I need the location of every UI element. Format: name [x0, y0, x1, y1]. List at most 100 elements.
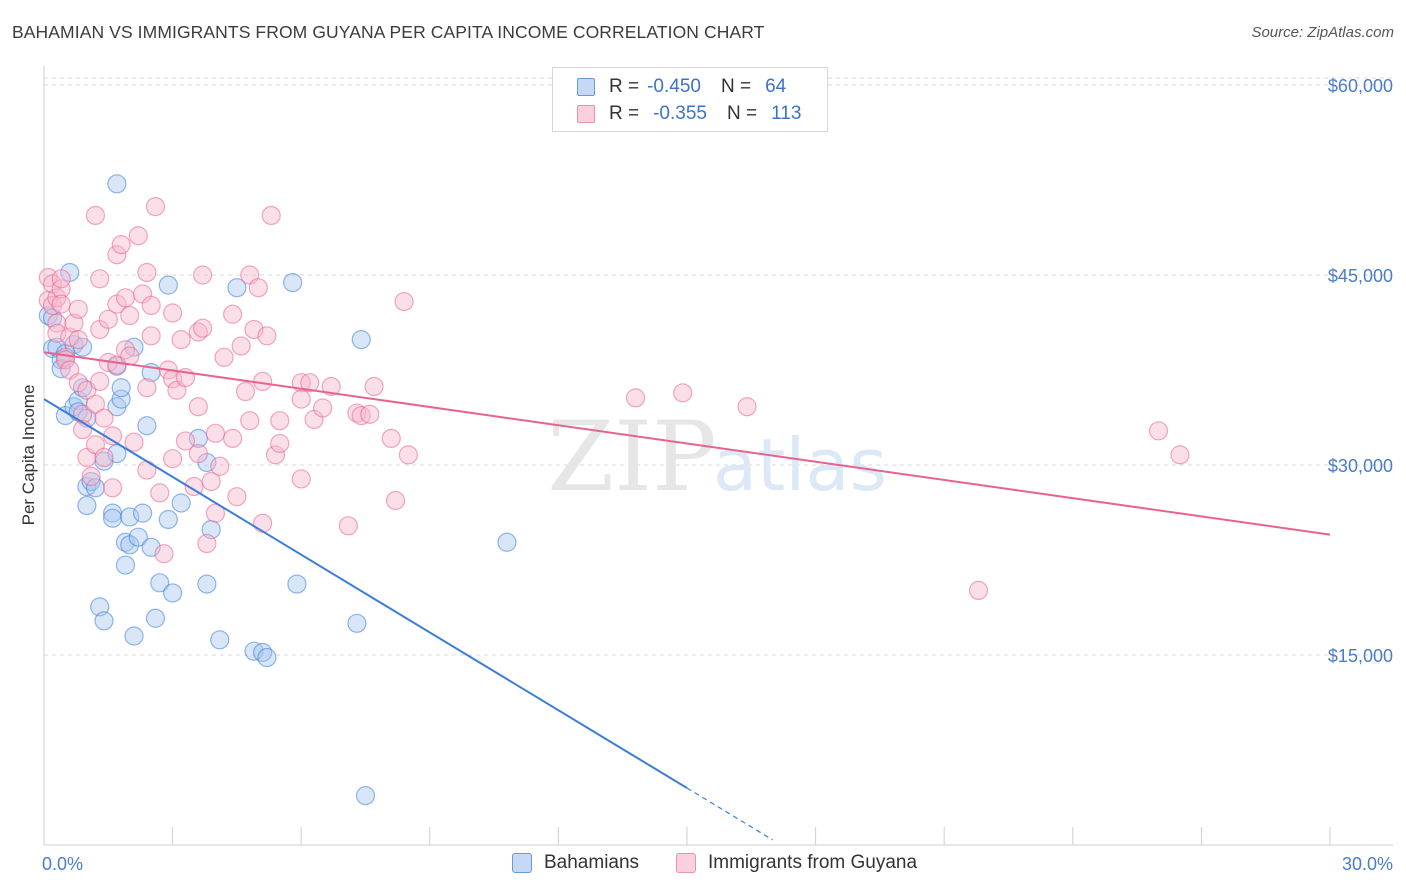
bahamians-point — [227, 278, 247, 298]
y-tick-label: $60,000 — [1328, 76, 1393, 96]
bahamians-point — [163, 583, 183, 603]
bahamians-point — [355, 785, 376, 806]
guyana-point — [253, 513, 273, 533]
legend-swatch-guyana — [676, 853, 696, 873]
guyana-point — [94, 408, 114, 428]
bahamians-point — [158, 275, 178, 295]
trend-lines — [43, 351, 1331, 841]
guyana-point — [385, 490, 406, 511]
guyana-point — [141, 326, 161, 346]
series-legend: Bahamians Immigrants from Guyana — [0, 852, 1406, 876]
legend-r-label: R = — [609, 103, 640, 124]
legend-n-value: 113 — [771, 103, 802, 124]
guyana-point — [68, 299, 88, 319]
guyana-point — [128, 226, 148, 246]
guyana-point — [338, 516, 358, 536]
guyana-point — [94, 447, 114, 467]
bahamians-point — [132, 503, 153, 523]
chart-title: BAHAMIAN VS IMMIGRANTS FROM GUYANA PER C… — [12, 22, 765, 42]
y-axis-label: Per Capita Income — [19, 385, 38, 526]
guyana-point — [270, 411, 290, 431]
axes — [43, 66, 1393, 846]
guyana-point — [248, 278, 268, 298]
y-tick-label: $15,000 — [1328, 646, 1393, 666]
source-credit: Source: ZipAtlas.com — [1251, 24, 1394, 41]
bahamians-point — [107, 174, 127, 194]
y-tick-labels: $15,000 $30,000 $45,000 $60,000 — [1328, 76, 1393, 666]
guyana-point — [270, 433, 290, 454]
guyana-point — [90, 371, 110, 391]
bahamians-point — [137, 416, 157, 436]
guyana-point — [85, 394, 106, 414]
guyana-point — [85, 205, 106, 226]
guyana-point — [291, 389, 311, 409]
guyana-point — [163, 449, 183, 469]
legend-n-value: 64 — [765, 76, 787, 97]
guyana-point — [188, 444, 208, 464]
bahamians-point — [158, 509, 178, 530]
guyana-point — [1148, 421, 1169, 441]
guyana-point — [360, 404, 380, 424]
bahamians-point — [120, 507, 140, 527]
guyana-point — [381, 428, 401, 448]
trend-line-bahamians-extension — [686, 787, 774, 841]
legend-r-value: -0.450 — [647, 76, 701, 97]
legend-swatch-bahamians — [577, 78, 595, 96]
watermark-atlas: atlas — [713, 423, 887, 507]
legend-n-label: N = — [726, 103, 758, 124]
bahamians-point — [287, 574, 307, 594]
guyana-point — [1170, 445, 1190, 465]
bahamians-point — [145, 608, 166, 628]
series-guyana-points — [38, 197, 1190, 601]
watermark: ZIP atlas — [547, 401, 887, 513]
guyana-point — [300, 373, 320, 393]
guyana-point — [90, 269, 110, 289]
bahamians-point — [124, 626, 144, 646]
bahamians-point — [210, 630, 230, 650]
x-tick-labels: 0.0% 30.0% — [42, 854, 1393, 874]
guyana-point — [163, 303, 183, 323]
x-tick-label-right: 30.0% — [1342, 854, 1393, 874]
guyana-point — [205, 503, 226, 523]
guyana-point — [968, 580, 989, 601]
bahamians-point — [115, 555, 136, 575]
bahamians-point — [171, 493, 191, 513]
guyana-point — [51, 269, 71, 289]
guyana-point — [154, 544, 174, 564]
bahamians-point — [150, 573, 170, 593]
correlation-legend: R = -0.450 N = 64 R = -0.355 N = 113 — [552, 67, 828, 132]
guyana-point — [141, 295, 161, 315]
series-bahamians-points — [38, 174, 517, 806]
guyana-point — [398, 445, 418, 465]
bahamians-point — [102, 508, 123, 528]
guyana-point — [175, 431, 196, 451]
bahamians-point — [257, 647, 277, 668]
guyana-point — [171, 330, 191, 350]
guyana-point — [115, 288, 136, 308]
bahamians-point — [77, 495, 97, 516]
legend-row-guyana: R = -0.355 N = 113 — [577, 101, 801, 127]
guyana-point — [145, 197, 166, 217]
legend-n-label: N = — [720, 76, 752, 97]
bahamians-point — [94, 611, 114, 631]
guyana-point — [47, 313, 67, 333]
watermark-zip: ZIP — [547, 401, 716, 513]
bahamians-point — [197, 574, 217, 594]
legend-swatch-bahamians — [512, 853, 532, 873]
y-tick-label: $30,000 — [1328, 456, 1393, 476]
guyana-point — [51, 279, 71, 299]
gridlines — [44, 77, 1393, 656]
guyana-point — [257, 326, 277, 346]
guyana-point — [364, 376, 384, 397]
x-tick-label-left: 0.0% — [42, 854, 83, 874]
y-tick-label: $45,000 — [1328, 266, 1393, 286]
legend-row-bahamians: R = -0.450 N = 64 — [577, 74, 786, 100]
legend-item-guyana: Immigrants from Guyana — [676, 852, 917, 874]
guyana-point — [137, 378, 157, 398]
guyana-point — [240, 411, 260, 431]
bahamians-point — [111, 378, 131, 398]
guyana-point — [120, 305, 140, 326]
guyana-point — [201, 471, 221, 492]
guyana-point — [137, 460, 157, 480]
